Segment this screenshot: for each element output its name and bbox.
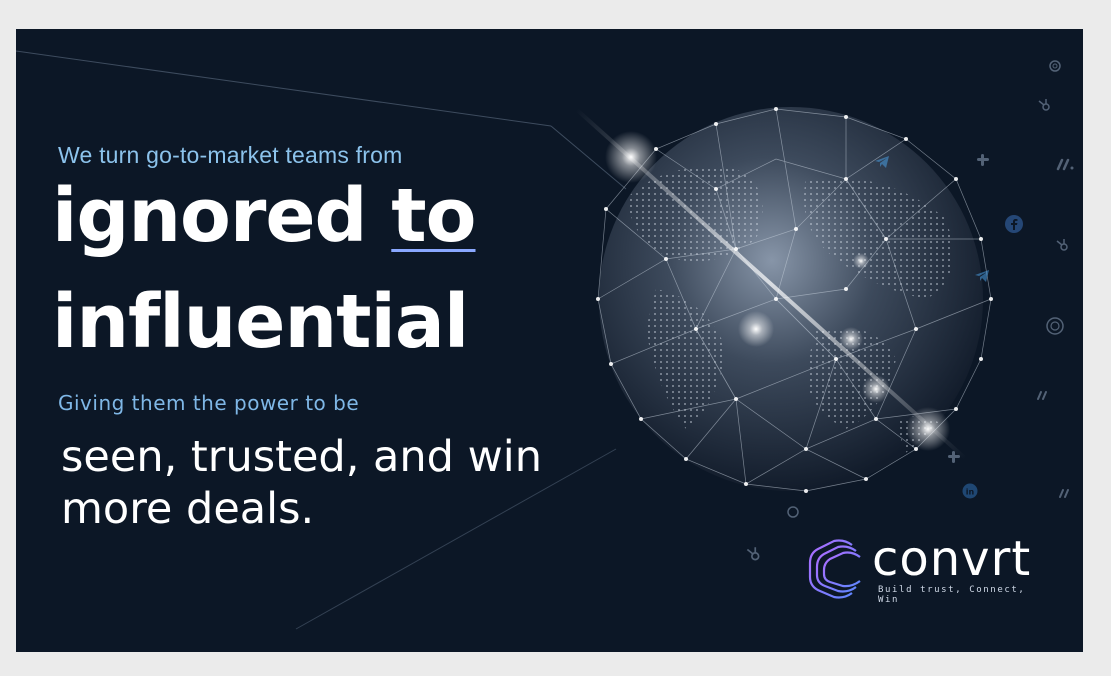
brand-name: convrt bbox=[872, 531, 1032, 587]
openai-icon bbox=[787, 506, 799, 518]
headline-line-2: influential bbox=[52, 279, 469, 365]
brand-slogan: Build trust, Connect, Win bbox=[878, 585, 1043, 606]
hubspot-icon bbox=[746, 547, 760, 561]
telegram-icon bbox=[975, 270, 989, 282]
brand-slogan-line-1: Build trust, Connect, bbox=[878, 585, 1026, 595]
svg-text:in: in bbox=[966, 488, 975, 497]
headline-word-to[interactable]: to bbox=[391, 173, 476, 259]
monday-icon bbox=[1037, 391, 1047, 400]
background-decoration bbox=[16, 50, 993, 630]
openai-icon bbox=[1049, 60, 1061, 72]
linkedin-icon: in bbox=[962, 483, 978, 499]
tagline: seen, trusted, and win more deals. bbox=[61, 431, 601, 536]
slack-icon bbox=[977, 154, 989, 166]
hubspot-icon bbox=[1056, 239, 1068, 251]
openai-icon bbox=[1046, 317, 1064, 335]
tagline-line-2: more deals. bbox=[61, 484, 315, 535]
telegram-icon bbox=[875, 156, 889, 168]
facebook-icon bbox=[1005, 215, 1023, 233]
hero-banner: in We turn go-to-market teams from ignor… bbox=[16, 29, 1083, 652]
hubspot-icon bbox=[1038, 99, 1050, 111]
monday-icon bbox=[1056, 158, 1074, 171]
brand-logo: convrt Build trust, Connect, Win bbox=[806, 535, 1056, 607]
globe-network-icon bbox=[574, 107, 993, 493]
brand-slogan-line-2: Win bbox=[878, 595, 900, 606]
slack-icon bbox=[948, 451, 960, 463]
convrt-logo-icon bbox=[808, 539, 861, 599]
headline-line-1: ignored to bbox=[52, 179, 477, 253]
monday-icon bbox=[1059, 489, 1069, 498]
subheadline-intro: Giving them the power to be bbox=[58, 391, 360, 415]
headline-word-ignored: ignored bbox=[52, 173, 368, 259]
headline-intro: We turn go-to-market teams from bbox=[58, 142, 403, 168]
tagline-line-1: seen, trusted, and win bbox=[61, 432, 542, 482]
